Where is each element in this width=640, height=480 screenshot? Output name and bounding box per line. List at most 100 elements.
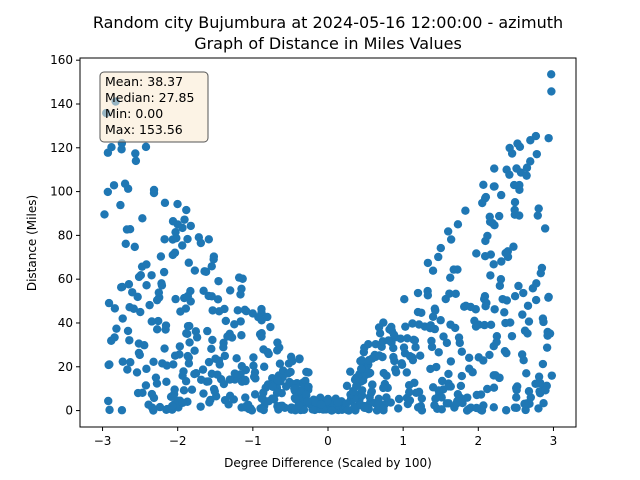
scatter-point [264, 349, 273, 359]
x-tick-label: −3 [94, 434, 112, 448]
scatter-point [404, 381, 414, 390]
scatter-point [147, 389, 157, 399]
scatter-point [183, 234, 192, 244]
scatter-point [391, 365, 400, 374]
scatter-point [157, 281, 167, 290]
scatter-point [461, 206, 470, 215]
scatter-point [509, 242, 518, 251]
scatter-point [474, 353, 483, 362]
scatter-point [183, 321, 193, 331]
scatter-point [446, 273, 455, 282]
scatter-point [208, 306, 217, 315]
scatter-point [411, 343, 420, 352]
scatter-point [453, 220, 463, 229]
scatter-point [168, 217, 178, 226]
scatter-point [399, 343, 409, 352]
scatter-point [230, 369, 240, 378]
data-points [100, 70, 557, 415]
scatter-point [180, 215, 189, 224]
scatter-point [434, 386, 443, 395]
scatter-point [275, 359, 285, 368]
scatter-point [522, 163, 532, 172]
scatter-point [417, 406, 427, 415]
scatter-point [394, 404, 403, 413]
scatter-point [522, 171, 531, 180]
scatter-point [304, 382, 313, 391]
scatter-point [517, 350, 527, 359]
scatter-point [439, 332, 448, 341]
scatter-point [209, 384, 219, 394]
scatter-point [248, 309, 257, 318]
scatter-point [510, 291, 520, 301]
y-axis-ticks: 0 20 40 60 80 100 120 140 160 [50, 53, 80, 418]
scatter-point [234, 273, 244, 282]
scatter-point [148, 403, 157, 412]
scatter-point [170, 385, 179, 394]
scatter-point [532, 279, 541, 288]
scatter-point [103, 187, 113, 197]
scatter-point [214, 276, 223, 286]
scatter-point [453, 397, 462, 406]
scatter-point [259, 388, 268, 397]
scatter-point [481, 192, 491, 202]
scatter-point [397, 359, 406, 368]
scatter-point [168, 235, 177, 244]
scatter-point [414, 320, 424, 329]
scatter-point [500, 308, 509, 317]
scatter-point [374, 323, 384, 332]
scatter-point [118, 357, 127, 366]
scatter-point [196, 402, 205, 411]
scatter-point [501, 248, 510, 258]
scatter-point [159, 267, 169, 277]
scatter-point [184, 353, 193, 362]
stats-max: Max: 153.56 [105, 122, 183, 137]
scatter-point [501, 406, 511, 415]
y-tick-label: 80 [58, 228, 73, 242]
scatter-point [457, 371, 467, 381]
scatter-point [494, 211, 504, 221]
scatter-point [207, 344, 216, 354]
scatter-point [175, 350, 184, 359]
scatter-point [542, 343, 552, 352]
x-axis-label: Degree Difference (Scaled by 100) [224, 456, 432, 470]
scatter-point [483, 384, 492, 394]
scatter-point [290, 384, 299, 393]
scatter-point [236, 290, 245, 299]
scatter-point [219, 343, 228, 352]
scatter-point [276, 401, 285, 411]
scatter-point [471, 322, 481, 331]
y-tick-label: 0 [65, 404, 73, 418]
scatter-point [161, 321, 171, 330]
scatter-point [400, 295, 409, 304]
scatter-point [233, 306, 242, 315]
scatter-point [480, 320, 489, 330]
stats-median: Median: 27.85 [105, 90, 194, 105]
scatter-point [273, 376, 283, 385]
scatter-point [132, 368, 142, 377]
scatter-point [200, 267, 209, 276]
scatter-point [437, 393, 446, 402]
scatter-point [431, 394, 440, 403]
scatter-point [259, 362, 269, 371]
scatter-point [449, 265, 458, 274]
y-tick-label: 140 [50, 97, 73, 111]
scatter-point [208, 335, 217, 345]
scatter-point [519, 288, 528, 298]
scatter-point [107, 142, 116, 152]
scatter-point [538, 359, 548, 369]
stats-min: Min: 0.00 [105, 106, 163, 121]
scatter-point [468, 368, 477, 377]
scatter-point [389, 330, 399, 339]
scatter-point [436, 243, 445, 253]
scatter-point [198, 365, 208, 374]
scatter-point [199, 389, 208, 398]
scatter-point [480, 291, 490, 301]
scatter-point [160, 198, 170, 208]
scatter-point [160, 235, 169, 244]
scatter-point [360, 403, 369, 412]
scatter-point [410, 336, 420, 345]
scatter-point [489, 182, 499, 191]
scatter-point [213, 295, 223, 304]
scatter-point [365, 392, 374, 402]
scatter-point [184, 359, 194, 368]
